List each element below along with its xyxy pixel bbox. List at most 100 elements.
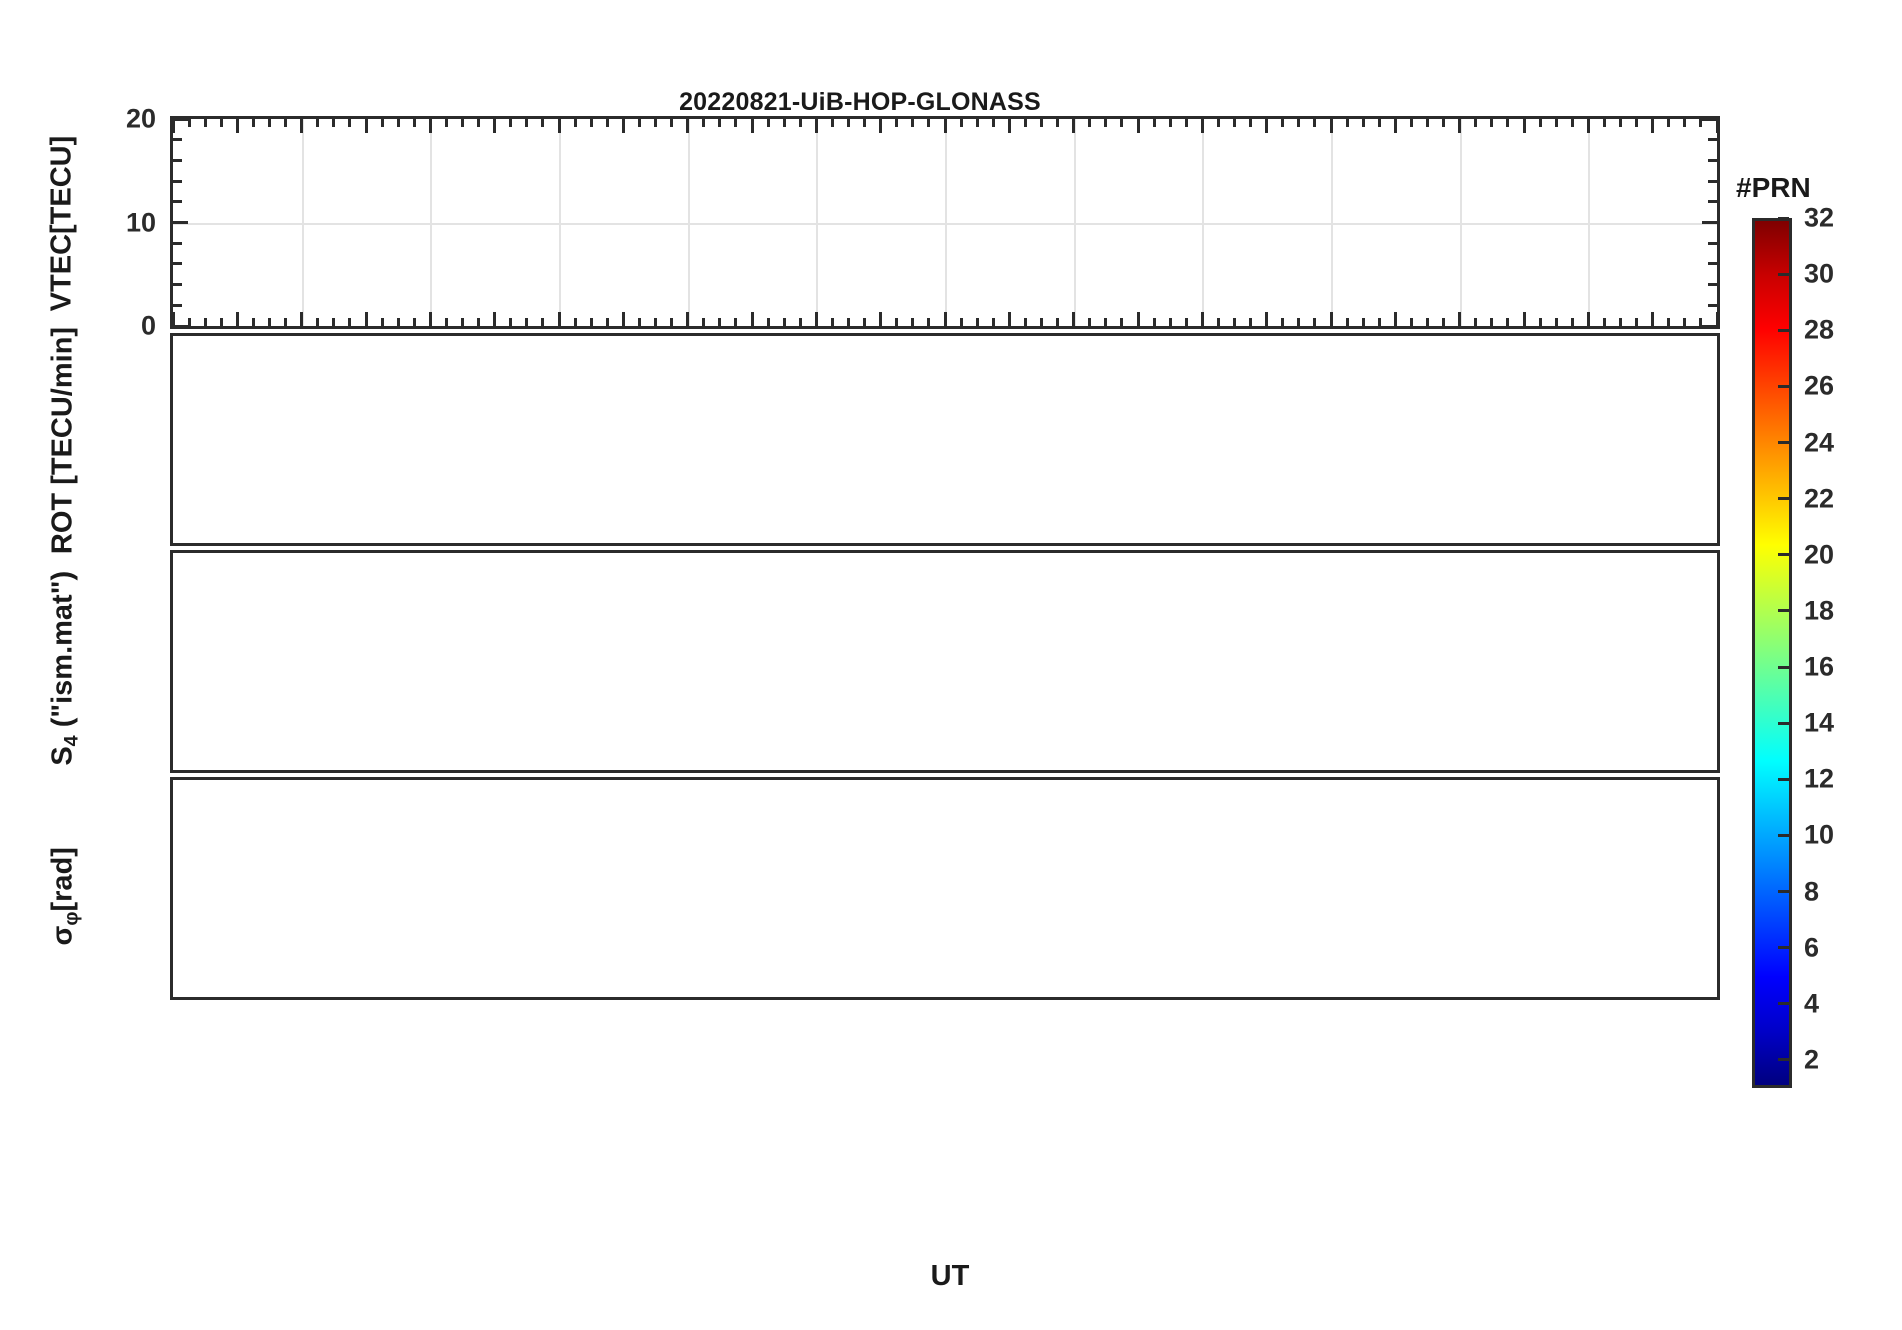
colorbar-tick (1778, 328, 1789, 332)
xaxis-tick (1200, 119, 1204, 133)
xaxis-tick (637, 119, 641, 127)
xaxis-tick (477, 318, 481, 326)
yaxis-tick (173, 119, 188, 121)
panel-rot (170, 333, 1720, 546)
xaxis-tick (541, 119, 545, 127)
xaxis-tick (187, 318, 191, 326)
xaxis-tick (911, 318, 915, 326)
xaxis-tick (1377, 318, 1381, 326)
xaxis-tick (686, 312, 690, 326)
xaxis-tick (621, 119, 625, 133)
xaxis-tick (1040, 318, 1043, 326)
xaxis-tick (1554, 119, 1558, 127)
xaxis-tick (991, 119, 995, 127)
xaxis-tick (1152, 119, 1156, 127)
xaxis-tick (879, 119, 883, 133)
xaxis-tick (557, 312, 561, 326)
xaxis-tick (251, 318, 255, 326)
yaxis-tick (1708, 179, 1717, 183)
xaxis-tick (959, 119, 963, 127)
xaxis-tick (493, 119, 497, 133)
yaxis-tick (173, 324, 188, 326)
colorbar-tick (1778, 665, 1789, 669)
xaxis-tick (1072, 119, 1076, 133)
xaxis-tick (975, 318, 979, 326)
xaxis-tick (637, 318, 641, 326)
colorbar-tick-label: 10 (1804, 819, 1835, 850)
xaxis-tick (1345, 318, 1349, 326)
colorbar-tick-label: 32 (1804, 202, 1835, 233)
colorbar-tick-label: 26 (1804, 370, 1835, 401)
xaxis-tick (1651, 119, 1655, 133)
xaxis-tick (605, 119, 609, 127)
xaxis-tick (268, 119, 271, 127)
xaxis-tick (1522, 312, 1526, 326)
xaxis-tick (1361, 119, 1365, 127)
xaxis-tick (766, 318, 770, 326)
colorbar-tick (1778, 384, 1789, 388)
xaxis-tick (621, 312, 625, 326)
gridline-vertical (559, 119, 561, 326)
xaxis-tick (1506, 318, 1510, 326)
gridline-vertical (301, 119, 304, 326)
colorbar-tick (1778, 833, 1789, 837)
xaxis-tick (477, 119, 481, 127)
xaxis-tick (1297, 119, 1301, 127)
xaxis-tick (1586, 312, 1590, 326)
colorbar-gradient (1755, 221, 1789, 1085)
xaxis-tick (1265, 312, 1269, 326)
yaxis-label-sigma-phi: σφ[rad] (47, 771, 84, 1021)
yaxis-tick (173, 283, 182, 287)
yaxis-tick (1708, 262, 1717, 266)
xaxis-tick (1474, 318, 1478, 326)
yaxis-tick (173, 241, 182, 245)
xaxis-tick (718, 119, 722, 127)
xaxis-tick (1249, 318, 1253, 326)
xaxis-tick (1426, 318, 1429, 326)
xaxis-tick (1249, 119, 1253, 127)
xaxis-tick (1233, 119, 1236, 127)
gridline-vertical (687, 119, 690, 326)
xaxis-tick (1715, 119, 1717, 133)
xaxis-tick (235, 312, 239, 326)
xaxis-tick (428, 312, 432, 326)
panel-vtec (170, 116, 1720, 329)
xaxis-tick (895, 318, 899, 326)
xaxis-tick (798, 119, 802, 127)
colorbar-tick-label: 18 (1804, 595, 1835, 626)
colorbar-tick-label: 28 (1804, 314, 1835, 345)
yaxis-tick (1702, 324, 1717, 326)
yaxis-tick (173, 138, 182, 142)
xaxis-tick (1667, 318, 1671, 326)
xaxis-tick (428, 119, 432, 133)
xaxis-tick (1699, 318, 1703, 326)
colorbar-tick-label: 24 (1804, 427, 1835, 458)
xaxis-tick (525, 119, 529, 127)
colorbar-tick (1778, 890, 1789, 894)
xaxis-tick (1490, 318, 1494, 326)
xaxis-tick (348, 119, 352, 127)
xaxis-tick (1297, 318, 1301, 326)
xaxis-tick (1538, 119, 1542, 127)
xaxis-tick (879, 312, 883, 326)
colorbar-title: #PRN (1736, 172, 1811, 203)
xaxis-tick (284, 119, 288, 127)
xaxis-tick (782, 119, 786, 127)
yaxis-tick (1708, 303, 1717, 307)
colorbar-tick (1778, 1002, 1789, 1006)
colorbar-tick-label: 2 (1804, 1044, 1820, 1075)
colorbar-tick (1778, 609, 1789, 613)
xaxis-tick (251, 119, 255, 127)
xaxis-tick (203, 318, 207, 326)
xaxis-tick (1442, 119, 1446, 127)
gridline-vertical (945, 119, 947, 326)
yaxis-tick (173, 158, 182, 162)
xaxis-tick (380, 119, 384, 127)
xaxis-tick (1120, 318, 1124, 326)
xaxis-tick (493, 312, 497, 326)
xaxis-tick (509, 318, 513, 326)
xaxis-tick (686, 119, 690, 133)
xaxis-tick (235, 119, 239, 133)
xaxis-tick (1281, 119, 1285, 127)
colorbar[interactable] (1752, 218, 1792, 1088)
